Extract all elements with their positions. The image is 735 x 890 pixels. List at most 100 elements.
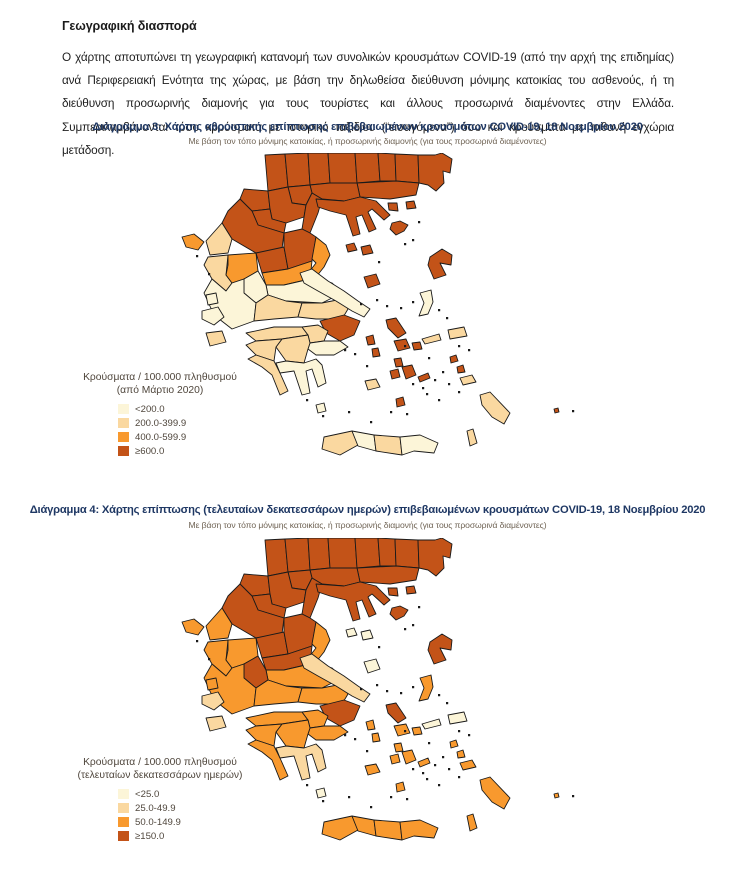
region-serres: [327, 153, 358, 184]
intro-paragraph: Ο χάρτης αποτυπώνει τη γεωγραφική κατανο…: [62, 50, 674, 157]
legend-item: ≥150.0: [118, 829, 270, 843]
region-evia: [299, 268, 371, 318]
region-evros: [417, 538, 453, 577]
legend-title: Κρούσματα / 100.000 πληθυσμού (από Μάρτι…: [50, 372, 270, 397]
region-rhodopi: [394, 538, 420, 569]
region-samothrace: [405, 200, 417, 210]
region-kea: [365, 719, 376, 731]
legend-swatch: [118, 803, 129, 813]
region-kastellorizo: [553, 407, 560, 414]
region-kos: [459, 759, 477, 771]
region-naxos: [401, 364, 417, 380]
region-amorgos: [417, 757, 431, 768]
legend-title-line1: Κρούσματα / 100.000 πληθυσμού: [83, 372, 237, 383]
region-thesprotia: [205, 222, 233, 256]
map2-legend: Κρούσματα / 100.000 πληθυσμού (τελευταίω…: [50, 757, 270, 843]
region-kythira: [315, 402, 327, 414]
region-paros: [389, 368, 401, 380]
legend-swatch: [118, 817, 129, 827]
legend-item: 25.0-49.9: [118, 801, 270, 815]
region-rethymno: [351, 430, 377, 452]
region-samothrace: [405, 585, 417, 595]
region-milos: [364, 378, 381, 391]
section-heading: Γεωγραφική διασπορά: [62, 19, 197, 33]
legend-label: ≥600.0: [135, 445, 165, 457]
region-paros: [389, 753, 401, 765]
legend-item: 400.0-599.9: [118, 430, 270, 444]
legend-label: 200.0-399.9: [135, 417, 187, 429]
map-14day-incidence: [181, 538, 575, 841]
region-argolida: [307, 340, 349, 356]
region-santorini: [395, 396, 406, 408]
map2-title: Διάγραμμα 4: Χάρτης επίπτωσης (τελευταίω…: [29, 504, 706, 516]
region-andros: [385, 702, 407, 724]
region-laconia: [275, 358, 327, 396]
region-sporades_b: [360, 629, 374, 641]
region-chalkidiki: [315, 581, 391, 622]
region-tinos: [393, 338, 411, 352]
region-kythira: [315, 787, 327, 799]
region-evia: [299, 653, 371, 703]
region-thesprotia: [205, 607, 233, 641]
legend-title: Κρούσματα / 100.000 πληθυσμού (τελευταίω…: [50, 757, 270, 782]
region-mykonos: [411, 726, 423, 736]
region-pella: [284, 153, 311, 188]
legend-swatch: [118, 432, 129, 442]
region-thasos: [387, 202, 399, 212]
region-syros: [393, 357, 404, 368]
region-santorini: [395, 781, 406, 793]
region-boeotia: [297, 298, 349, 320]
legend-title-line2: (τελευταίων δεκατεσσάρων ημερών): [77, 769, 243, 781]
region-kea: [365, 334, 376, 346]
map1-legend: Κρούσματα / 100.000 πληθυσμού (από Μάρτι…: [50, 372, 270, 458]
region-evros: [417, 153, 453, 192]
region-thasos: [387, 587, 399, 597]
region-andros: [385, 317, 407, 339]
legend-item: 200.0-399.9: [118, 416, 270, 430]
legend-swatch: [118, 831, 129, 841]
region-heraklion: [373, 434, 403, 456]
region-kavala: [356, 565, 420, 585]
region-kavala: [356, 180, 420, 200]
region-lesbos: [427, 248, 453, 280]
region-milos: [364, 763, 381, 776]
region-rhodes: [479, 776, 511, 810]
region-ikaria: [421, 718, 442, 730]
region-chios: [418, 674, 434, 702]
region-arcadia: [275, 719, 311, 749]
region-lasithi: [399, 819, 439, 841]
region-lesbos: [427, 633, 453, 665]
region-syros: [393, 742, 404, 753]
map1-title: Διάγραμμα 3: Χάρτης αθροιστικής επίπτωση…: [92, 121, 643, 133]
region-pella: [284, 538, 311, 573]
region-karpathos: [466, 428, 478, 447]
legend-label: <200.0: [135, 403, 165, 415]
region-chania: [321, 430, 359, 456]
region-leros: [449, 739, 459, 749]
legend-title-line2: (από Μάρτιο 2020): [116, 384, 204, 396]
region-corfu: [181, 618, 205, 636]
region-limnos: [389, 220, 409, 236]
region-limnos: [389, 605, 409, 621]
region-drama: [354, 538, 381, 569]
region-lefkada: [205, 292, 219, 306]
region-xanthi: [377, 538, 397, 567]
region-leros: [449, 354, 459, 364]
region-rethymno: [351, 815, 377, 837]
legend-items: <25.0 25.0-49.9 50.0-149.9 ≥150.0: [50, 787, 270, 843]
legend-label: 25.0-49.9: [135, 802, 176, 814]
legend-swatch: [118, 418, 129, 428]
region-argolida: [307, 725, 349, 741]
region-mykonos: [411, 341, 423, 351]
region-drama: [354, 153, 381, 184]
region-chania: [321, 815, 359, 841]
region-tinos: [393, 723, 411, 737]
region-chalkidiki: [315, 196, 391, 237]
map2-subtitle: Με βάση τον τόπο μόνιμης κατοικίας, ή πρ…: [188, 520, 547, 530]
region-arcadia: [275, 334, 311, 364]
legend-item: <200.0: [118, 402, 270, 416]
region-kalymnos: [456, 749, 466, 759]
region-kefalonia: [201, 691, 225, 711]
map-cumulative-incidence: [181, 153, 575, 456]
